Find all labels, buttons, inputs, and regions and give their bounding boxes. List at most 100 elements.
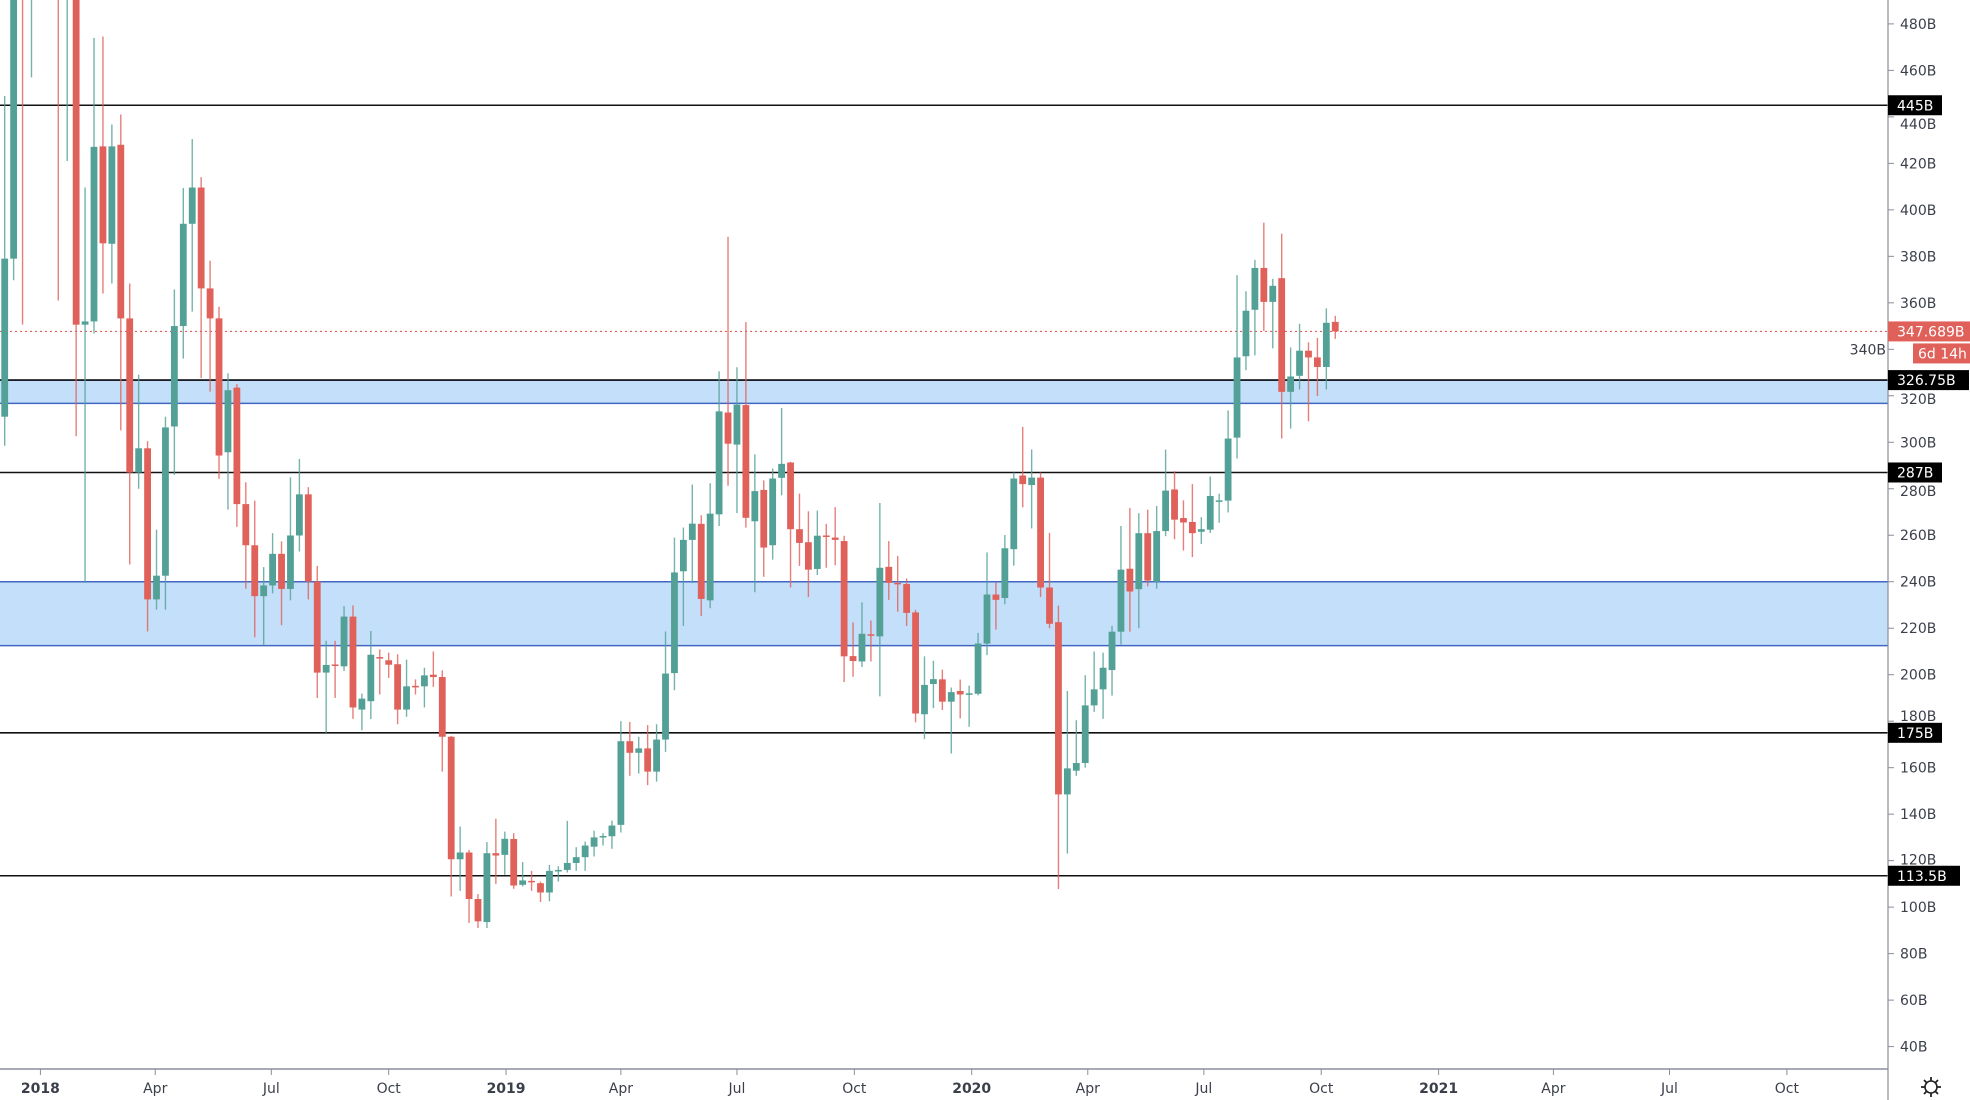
candle[interactable] — [349, 605, 357, 719]
candle[interactable] — [921, 656, 928, 740]
candle[interactable] — [1278, 233, 1286, 439]
candle[interactable] — [117, 114, 125, 431]
candle[interactable] — [99, 36, 107, 294]
candle[interactable] — [456, 826, 464, 891]
candle[interactable] — [108, 124, 116, 284]
candle[interactable] — [19, 0, 26, 325]
candle[interactable] — [858, 602, 866, 668]
candle[interactable] — [1144, 509, 1152, 587]
candle[interactable] — [135, 374, 143, 489]
candle[interactable] — [1180, 500, 1187, 551]
candle[interactable] — [849, 622, 857, 677]
candle[interactable] — [679, 527, 687, 626]
candle[interactable] — [81, 187, 89, 583]
candle[interactable] — [242, 482, 250, 589]
candle[interactable] — [572, 847, 580, 871]
candle[interactable] — [1010, 472, 1018, 566]
candle[interactable] — [822, 523, 830, 568]
candle[interactable] — [912, 609, 919, 723]
candle[interactable] — [1162, 449, 1169, 537]
candle[interactable] — [179, 187, 187, 359]
candle[interactable] — [965, 685, 973, 727]
candle[interactable] — [1215, 493, 1223, 523]
candle[interactable] — [805, 511, 812, 598]
candle[interactable] — [1242, 291, 1250, 371]
candle[interactable] — [1314, 337, 1321, 397]
candle[interactable] — [644, 725, 652, 786]
candle[interactable] — [197, 177, 205, 379]
candle[interactable] — [1135, 513, 1143, 629]
candle[interactable] — [813, 510, 821, 575]
candle[interactable] — [733, 367, 741, 514]
candle[interactable] — [1090, 651, 1098, 712]
time-axis[interactable]: 2018 Apr Jul Oct 2019 Apr Jul Oct 2020 Apr Jul Oct 2… — [0, 1068, 1888, 1097]
candle[interactable] — [269, 533, 276, 594]
candle[interactable] — [1126, 508, 1134, 632]
candle[interactable] — [331, 640, 339, 698]
candle[interactable] — [1, 95, 9, 446]
gear-icon[interactable] — [1921, 1077, 1941, 1097]
candle[interactable] — [153, 529, 160, 610]
candle[interactable] — [1099, 652, 1107, 719]
candle[interactable] — [876, 502, 884, 697]
candle[interactable] — [206, 260, 214, 392]
candle[interactable] — [528, 870, 535, 891]
candle[interactable] — [394, 654, 402, 725]
candle[interactable] — [55, 0, 62, 301]
candle[interactable] — [983, 552, 991, 656]
candle[interactable] — [1251, 259, 1259, 356]
candle[interactable] — [724, 236, 732, 486]
candle[interactable] — [760, 480, 768, 577]
candle[interactable] — [662, 631, 669, 752]
candle[interactable] — [1028, 449, 1036, 529]
candle[interactable] — [1331, 315, 1339, 339]
candle[interactable] — [447, 735, 455, 897]
candle[interactable] — [465, 849, 473, 923]
candle[interactable] — [10, 0, 18, 281]
candle[interactable] — [322, 640, 330, 733]
candle[interactable] — [554, 866, 562, 882]
candle[interactable] — [1108, 625, 1116, 696]
candle[interactable] — [1072, 720, 1080, 776]
candle[interactable] — [947, 687, 955, 754]
candle[interactable] — [287, 477, 294, 601]
candle[interactable] — [751, 454, 759, 593]
candle[interactable] — [867, 620, 875, 662]
candle[interactable] — [938, 669, 946, 711]
candle[interactable] — [537, 881, 544, 903]
candle[interactable] — [1206, 476, 1214, 533]
candle[interactable] — [376, 649, 384, 695]
candle[interactable] — [697, 515, 705, 616]
candle[interactable] — [412, 679, 419, 695]
candle[interactable] — [358, 693, 366, 731]
candle[interactable] — [590, 830, 598, 857]
candle[interactable] — [170, 289, 178, 475]
candle[interactable] — [126, 283, 134, 565]
candle[interactable] — [1037, 472, 1044, 598]
candle[interactable] — [1269, 278, 1277, 349]
candle[interactable] — [224, 373, 232, 510]
candle[interactable] — [483, 842, 491, 929]
candle[interactable] — [546, 864, 553, 902]
candle[interactable] — [188, 139, 196, 312]
candle[interactable] — [1055, 605, 1062, 890]
candle[interactable] — [304, 487, 312, 600]
candle[interactable] — [840, 535, 848, 683]
candle[interactable] — [778, 407, 786, 496]
candle[interactable] — [1153, 505, 1161, 589]
candle[interactable] — [144, 441, 151, 632]
candle[interactable] — [1305, 342, 1312, 422]
candle[interactable] — [295, 459, 303, 552]
candle[interactable] — [385, 652, 393, 678]
candle[interactable] — [1019, 426, 1027, 508]
candle[interactable] — [519, 862, 527, 887]
candle[interactable] — [581, 841, 589, 871]
candle[interactable] — [894, 555, 902, 612]
candle[interactable] — [885, 541, 893, 600]
candle[interactable] — [1063, 690, 1071, 854]
candle[interactable] — [162, 416, 169, 610]
candle[interactable] — [501, 831, 509, 875]
candle[interactable] — [367, 631, 375, 720]
candle[interactable] — [1260, 222, 1268, 331]
